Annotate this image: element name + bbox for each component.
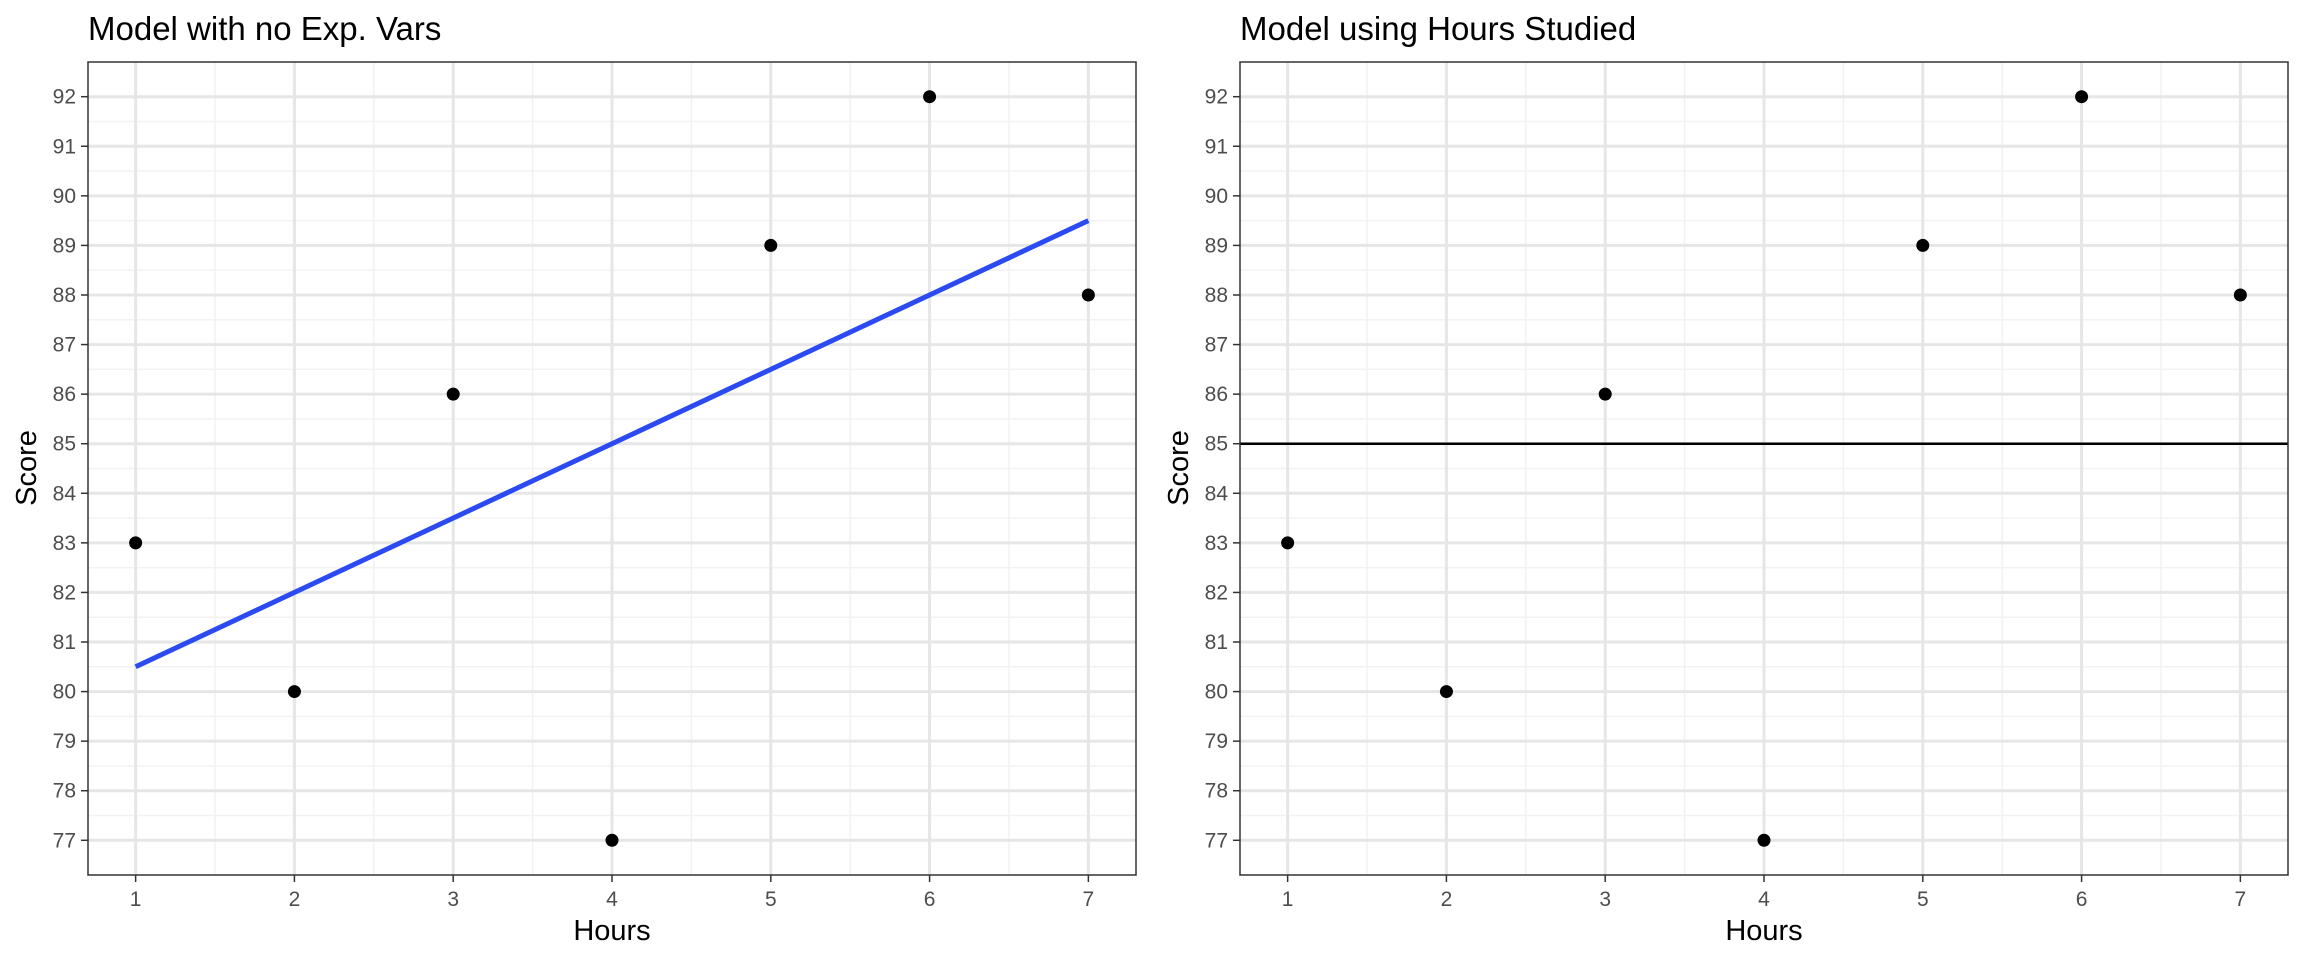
x-tick-label: 2 xyxy=(1441,888,1453,911)
y-tick-label: 89 xyxy=(1205,234,1228,257)
panel-right: Model using Hours Studied Hours Score 1 2… xyxy=(1163,10,2289,947)
y-tick-label: 78 xyxy=(53,780,76,803)
x-tick-label: 3 xyxy=(1599,888,1611,911)
data-point xyxy=(1081,288,1095,302)
data-point xyxy=(1439,685,1453,699)
y-tick-label: 85 xyxy=(53,433,76,456)
y-tick-label: 78 xyxy=(1205,780,1228,803)
y-tick-label: 84 xyxy=(53,482,77,505)
x-tick-label: 6 xyxy=(924,888,936,911)
fit-line xyxy=(134,218,1090,670)
x-tick-label: 4 xyxy=(1758,888,1770,911)
x-axis-title: Hours xyxy=(573,915,650,947)
data-point xyxy=(1757,833,1771,847)
data-point xyxy=(129,536,143,550)
y-tick-label: 79 xyxy=(53,730,76,753)
y-axis-title: Score xyxy=(11,430,43,506)
y-tick-label: 87 xyxy=(1205,334,1228,357)
plot-frame xyxy=(1239,61,2289,876)
y-tick-label: 88 xyxy=(1205,284,1228,307)
y-tick-label: 89 xyxy=(53,234,76,257)
y-tick-label: 90 xyxy=(53,185,76,208)
x-tick-label: 5 xyxy=(1917,888,1929,911)
x-tick-label: 7 xyxy=(1083,888,1095,911)
y-tick-label: 81 xyxy=(1205,631,1228,654)
y-tick-label: 83 xyxy=(1205,532,1228,555)
y-tick-label: 84 xyxy=(1205,482,1229,505)
y-tick-label: 82 xyxy=(53,581,76,604)
y-tick-label: 83 xyxy=(53,532,76,555)
data-point xyxy=(2233,288,2247,302)
y-tick-label: 80 xyxy=(1205,681,1228,704)
x-axis-title: Hours xyxy=(1725,915,1802,947)
y-axis-title: Score xyxy=(1163,430,1195,506)
y-tick-label: 82 xyxy=(1205,581,1228,604)
x-tick-label: 6 xyxy=(2076,888,2088,911)
panel-left: Model with no Exp. Vars Hours Score 1 2 3 4… xyxy=(11,10,1137,947)
y-tick-label: 85 xyxy=(1205,433,1228,456)
y-tick-label: 86 xyxy=(53,383,76,406)
y-tick-label: 92 xyxy=(1205,86,1228,109)
y-tick-label: 77 xyxy=(53,829,76,852)
data-point xyxy=(2075,90,2089,104)
data-point xyxy=(1916,238,1930,252)
x-tick-label: 7 xyxy=(2235,888,2247,911)
y-tick-label: 91 xyxy=(53,135,76,158)
y-tick-label: 77 xyxy=(1205,829,1228,852)
data-point xyxy=(1598,387,1612,401)
data-point xyxy=(1281,536,1295,550)
y-tick-label: 87 xyxy=(53,334,76,357)
chart-title: Model with no Exp. Vars xyxy=(88,10,441,47)
x-tick-label: 2 xyxy=(289,888,301,911)
y-tick-label: 79 xyxy=(1205,730,1228,753)
data-point xyxy=(923,90,937,104)
y-tick-label: 86 xyxy=(1205,383,1228,406)
x-tick-label: 5 xyxy=(765,888,777,911)
data-point xyxy=(446,387,460,401)
x-tick-label: 4 xyxy=(606,888,618,911)
chart-title: Model using Hours Studied xyxy=(1240,10,1636,47)
y-tick-label: 92 xyxy=(53,86,76,109)
data-point xyxy=(764,238,778,252)
plot-frame xyxy=(87,61,1137,876)
data-point xyxy=(287,685,301,699)
y-tick-label: 88 xyxy=(53,284,76,307)
x-tick-label: 1 xyxy=(130,888,142,911)
y-tick-label: 91 xyxy=(1205,135,1228,158)
x-tick-label: 1 xyxy=(1282,888,1294,911)
y-tick-label: 90 xyxy=(1205,185,1228,208)
y-tick-label: 80 xyxy=(53,681,76,704)
x-tick-label: 3 xyxy=(447,888,459,911)
data-point xyxy=(605,833,619,847)
y-tick-label: 81 xyxy=(53,631,76,654)
